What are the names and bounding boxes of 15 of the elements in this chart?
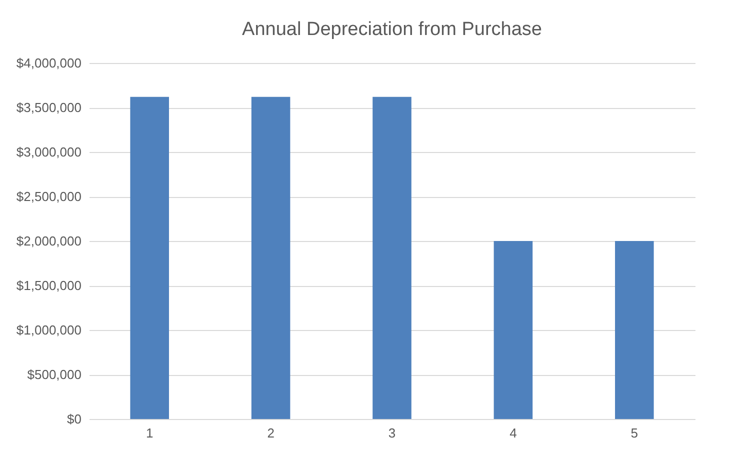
x-tick-label: 4 <box>510 426 517 440</box>
y-tick-label: $1,500,000 <box>16 278 82 293</box>
chart-title: Annual Depreciation from Purchase <box>242 19 542 40</box>
y-tick-label: $3,000,000 <box>16 144 82 160</box>
x-tick-label: 2 <box>267 426 274 440</box>
x-tick-label: 1 <box>146 426 154 440</box>
y-tick-label: $500,000 <box>27 367 82 382</box>
y-tick-label: $3,500,000 <box>16 100 82 115</box>
x-tick-label: 5 <box>630 426 638 440</box>
y-tick-label: $1,000,000 <box>16 322 82 338</box>
y-tick-label: $4,000,000 <box>16 56 82 70</box>
x-tick-label: 3 <box>388 426 396 440</box>
y-tick-label: $2,000,000 <box>16 234 82 248</box>
y-tick-label: $0 <box>67 412 82 426</box>
y-tick-label: $2,500,000 <box>16 189 82 204</box>
